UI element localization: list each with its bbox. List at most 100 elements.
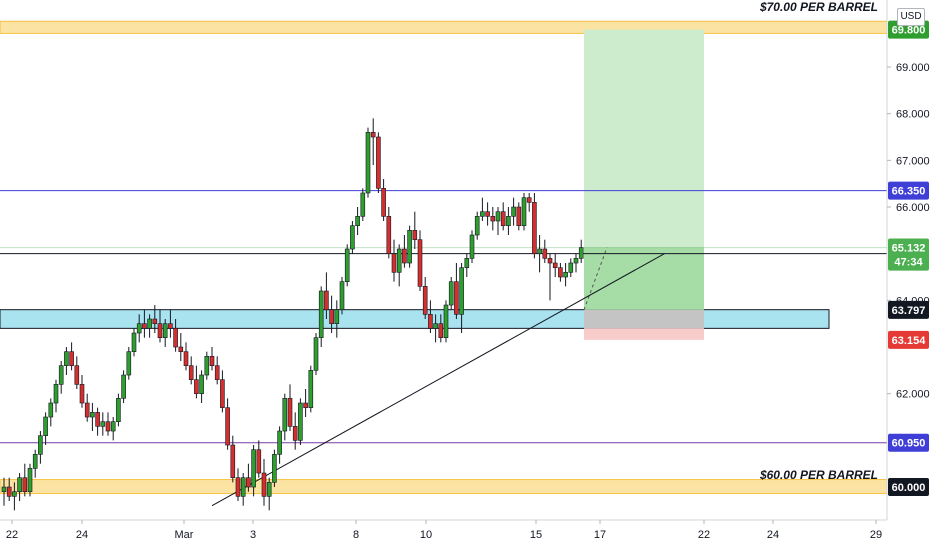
candle-body	[355, 216, 360, 226]
candle	[131, 328, 137, 357]
candle-body	[225, 407, 230, 446]
candle	[58, 361, 64, 394]
time-axis[interactable]: 22 24 Mar 3 8 10 15 17 22 24 29	[6, 520, 882, 541]
horizontal-lines-layer	[0, 190, 887, 444]
price-badge-bg	[888, 433, 929, 452]
candle-body	[90, 412, 95, 418]
candle	[542, 239, 548, 264]
candle-body	[246, 477, 251, 488]
candle-body	[69, 351, 74, 366]
demand-zone	[0, 309, 830, 329]
candle-body	[334, 309, 340, 324]
candle-body	[110, 421, 116, 432]
candle-body	[199, 374, 204, 394]
candle-body	[350, 225, 355, 250]
candle-body	[469, 234, 475, 259]
candle	[355, 207, 360, 236]
candle-body	[563, 272, 568, 278]
candle-body	[277, 430, 282, 455]
candle	[428, 300, 433, 334]
candle-body	[282, 398, 288, 432]
candle	[563, 263, 568, 287]
candle	[459, 263, 464, 334]
candle	[360, 188, 366, 222]
candle	[22, 463, 28, 497]
candle-body	[74, 365, 80, 385]
candle-body	[386, 216, 392, 254]
candle	[188, 356, 194, 385]
trendline[interactable]	[211, 253, 665, 507]
candle	[365, 127, 371, 198]
price-badge-bg	[888, 300, 929, 319]
candle-body	[422, 286, 428, 315]
candle-body	[27, 468, 33, 492]
candle	[53, 379, 59, 413]
position-target-area	[584, 29, 704, 248]
candle-body	[391, 253, 397, 273]
candle	[500, 202, 506, 231]
candle	[511, 197, 516, 226]
candle	[370, 118, 376, 166]
candle	[126, 347, 132, 380]
candle-body	[79, 384, 85, 404]
candle	[147, 314, 152, 338]
candle	[422, 277, 428, 320]
candle-body	[573, 258, 579, 264]
candle	[178, 333, 184, 362]
candle-body	[142, 323, 147, 329]
candle	[95, 407, 100, 436]
candle	[396, 244, 402, 287]
candle-body	[173, 328, 178, 348]
lower-zone-label: $60.00 PER BARREL	[759, 468, 878, 482]
long-position-tool[interactable]	[583, 29, 704, 340]
candle	[339, 277, 345, 315]
candle-body	[152, 318, 158, 324]
candle-body	[178, 346, 184, 352]
candle	[266, 477, 272, 511]
candle-body	[235, 477, 241, 497]
candle	[183, 342, 189, 371]
x-tick-label: 22	[6, 529, 18, 541]
candle-body	[480, 211, 485, 217]
candle-body	[324, 290, 329, 310]
candle	[230, 435, 236, 483]
candle-body	[500, 211, 506, 226]
candle-body	[412, 230, 418, 240]
candle	[495, 207, 501, 236]
candle-body	[298, 402, 303, 441]
position-stop-area	[584, 328, 704, 340]
candle-body	[308, 370, 314, 408]
candle-body	[188, 365, 194, 380]
candle-body	[251, 449, 256, 488]
candle-body	[365, 132, 371, 194]
candle	[235, 468, 241, 502]
candles-layer	[1, 118, 584, 511]
candle-body	[547, 258, 553, 264]
candle-body	[116, 398, 121, 422]
candle	[142, 309, 147, 338]
candle-body	[1, 486, 7, 492]
candle	[573, 253, 579, 273]
x-tick-label: 29	[870, 529, 882, 541]
candle-body	[402, 248, 407, 264]
candle-body	[438, 323, 444, 338]
candle-body	[568, 262, 574, 273]
price-badge: 63.797	[888, 300, 929, 319]
candle	[225, 398, 230, 450]
candle	[90, 403, 95, 432]
upper-zone-label: $70.00 PER BARREL	[759, 0, 878, 14]
currency-label[interactable]: USD	[897, 8, 925, 26]
candle	[490, 207, 496, 231]
price-badge-label: 66.350	[892, 186, 926, 198]
candle	[454, 263, 459, 320]
candle-body	[95, 412, 100, 427]
candle-body	[43, 416, 48, 436]
candle-body	[407, 230, 412, 264]
candle	[558, 263, 563, 282]
candle	[537, 235, 542, 273]
candle	[12, 482, 17, 511]
x-tick-label: 17	[594, 529, 606, 541]
candle-body	[58, 365, 64, 385]
